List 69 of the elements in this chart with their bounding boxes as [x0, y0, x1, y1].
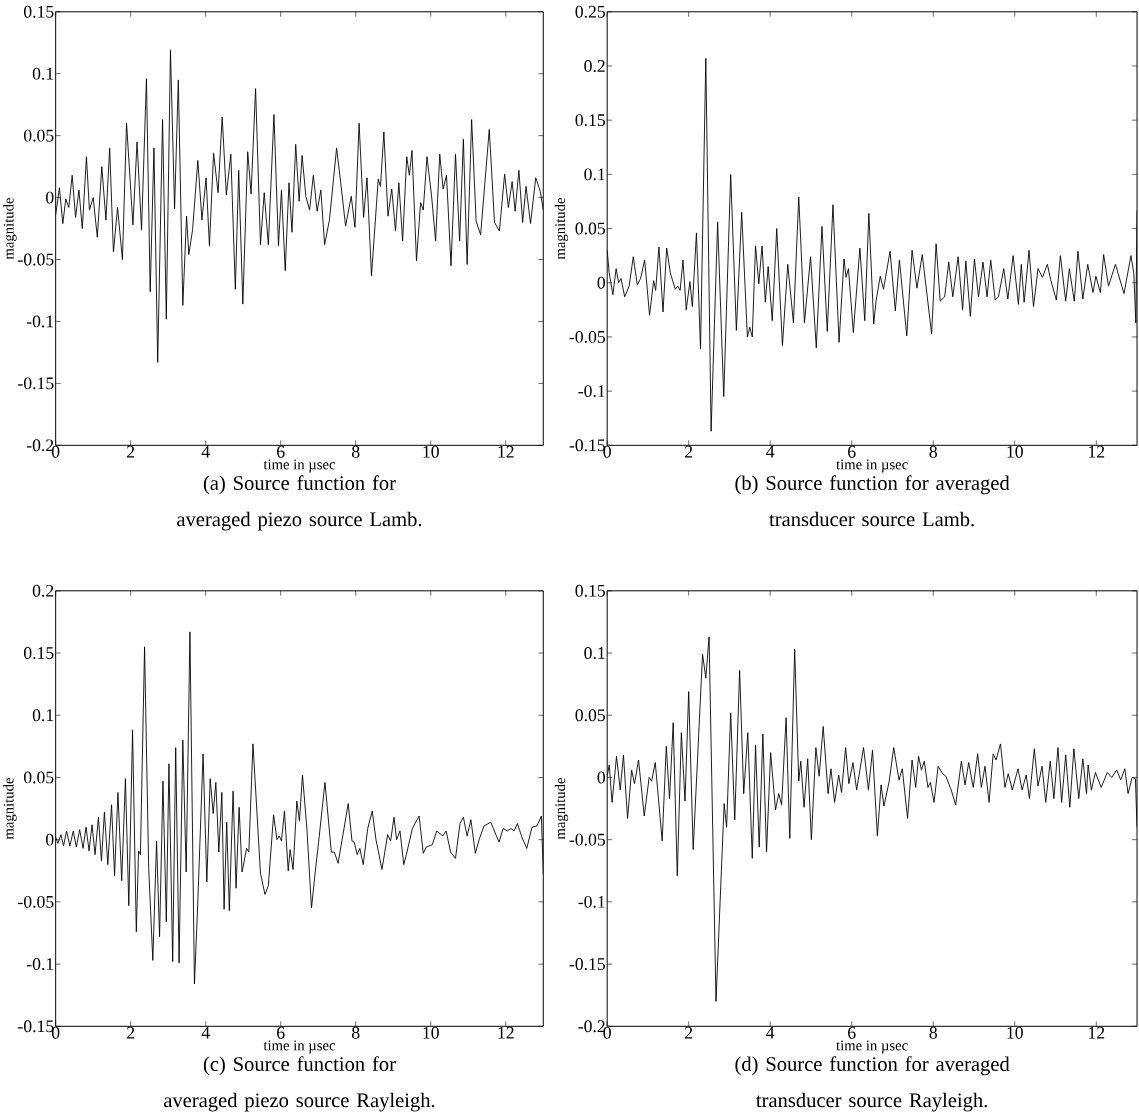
y-tick-label: 0.1	[32, 709, 54, 722]
y-tick-label: -0.1	[26, 958, 54, 971]
x-tick-label: 2	[127, 445, 135, 458]
x-tick-label: 12	[498, 1026, 514, 1039]
x-tick-label: 8	[352, 445, 360, 458]
x-tick-label: 2	[685, 445, 693, 458]
y-tick-label: 0.1	[584, 647, 605, 660]
x-tick-label: 2	[127, 1026, 135, 1039]
y-tick-label: 0	[46, 191, 54, 204]
y-tick-label: -0.15	[18, 377, 54, 390]
y-tick-label: 0.2	[32, 584, 54, 597]
x-axis-title: time in µsec	[836, 1040, 908, 1054]
text: (b) Source function for averaged transducer source Lamb.	[735, 475, 1010, 527]
y-tick-label: -0.1	[26, 315, 54, 328]
x-tick-label: 10	[1007, 1026, 1023, 1039]
x-tick-label: 2	[685, 1026, 693, 1039]
y-tick-label: 0	[597, 771, 605, 784]
y-tick-label: -0.2	[578, 1020, 605, 1033]
x-tick-label: 4	[201, 1026, 210, 1039]
text: (c) Source function for averaged piezo source Rayleigh.	[164, 1056, 435, 1112]
y-axis-title: magnitude	[554, 198, 569, 260]
y-tick-label: -0.1	[578, 896, 605, 908]
y-tick-label: 0.05	[575, 709, 605, 722]
x-tick-label: 8	[929, 445, 937, 458]
y-tick-label: -0.15	[569, 958, 605, 971]
y-tick-label: 0.2	[584, 60, 605, 73]
y-tick-label: 0.05	[575, 222, 605, 235]
y-tick-label: 0.15	[24, 5, 54, 18]
y-tick-label: -0.2	[26, 439, 54, 452]
x-tick-label: 8	[352, 1026, 360, 1039]
x-tick-label: 6	[848, 445, 856, 458]
x-tick-label: 12	[498, 445, 514, 458]
y-tick-label: 0.1	[32, 67, 54, 80]
text: (a) Source function for averaged piezo source Lamb.	[177, 475, 422, 531]
x-axis-title: time in µsec	[263, 1040, 336, 1054]
y-tick-label: 0.15	[575, 114, 605, 127]
text: (d) Source function for averaged transducer source Rayleigh.	[735, 1056, 1010, 1112]
y-tick-label: 0	[597, 276, 605, 289]
x-tick-label: 10	[423, 445, 439, 458]
y-tick-label: -0.05	[18, 896, 54, 908]
x-tick-label: 6	[277, 445, 285, 458]
x-tick-label: 12	[1089, 1026, 1105, 1039]
y-tick-label: 0	[46, 833, 54, 846]
x-tick-label: 8	[929, 1026, 937, 1039]
y-tick-label: 0.15	[575, 584, 605, 597]
x-tick-label: 10	[423, 1026, 439, 1039]
x-tick-label: 6	[848, 1026, 856, 1039]
y-tick-label: -0.1	[578, 385, 605, 398]
y-tick-label: 0.15	[24, 647, 54, 660]
x-tick-label: 6	[277, 1026, 285, 1039]
x-tick-label: 4	[201, 445, 210, 458]
y-tick-label: 0.25	[575, 5, 605, 18]
y-tick-label: -0.15	[18, 1020, 54, 1033]
y-axis-title: magnitude	[3, 198, 17, 260]
y-tick-label: -0.05	[569, 331, 605, 344]
y-axis-title: magnitude	[554, 778, 569, 840]
y-tick-label: -0.05	[18, 253, 54, 266]
y-tick-label: 0.1	[584, 168, 605, 181]
x-tick-label: 12	[1089, 445, 1105, 458]
y-axis-title: magnitude	[3, 778, 17, 840]
y-tick-label: -0.15	[569, 439, 605, 452]
x-axis-title: time in µsec	[836, 459, 908, 473]
x-tick-label: 4	[766, 1026, 775, 1039]
y-tick-label: -0.05	[569, 833, 605, 846]
y-tick-label: 0.05	[24, 129, 54, 142]
x-tick-label: 4	[766, 445, 775, 458]
x-tick-label: 10	[1007, 445, 1023, 458]
x-axis-title: time in µsec	[263, 459, 336, 473]
y-tick-label: 0.05	[24, 771, 54, 784]
